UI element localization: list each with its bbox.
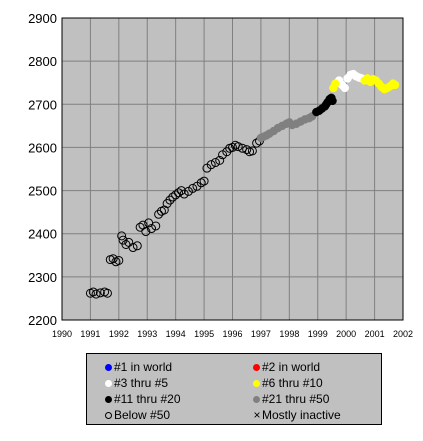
data-point-below50	[114, 255, 124, 265]
legend-item-inactive: × Mostly inactive	[253, 408, 341, 422]
legend-item-below50: Below #50	[105, 408, 170, 422]
y-tick-label: 2800	[28, 54, 57, 69]
data-point-below50	[91, 289, 101, 299]
data-point-below50	[174, 188, 184, 198]
legend: #1 in world #2 in world #3 thru #5 #6 th…	[86, 353, 382, 425]
legend-label: #3 thru #5	[114, 376, 169, 390]
hollow-circle-icon	[105, 412, 112, 419]
y-tick-label: 2400	[28, 227, 57, 242]
data-point-below50	[132, 241, 142, 251]
legend-label: #1 in world	[114, 360, 173, 374]
y-tick-label: 2600	[28, 140, 57, 155]
data-point-below50	[199, 176, 209, 186]
data-point-below50	[141, 227, 151, 237]
data-point-below50	[88, 287, 98, 297]
data-point-rank6_10	[331, 79, 340, 88]
data-point-rank3_5	[340, 83, 349, 93]
x-axis-ticks: 1990 1991 1992 1993 1994 1995 1996 1997 1998 1999…	[52, 329, 413, 339]
data-point-below50	[247, 146, 257, 156]
data-point-rank11_20	[328, 96, 337, 106]
data-point-below50	[151, 221, 161, 231]
data-point-rank6_10	[390, 80, 400, 90]
data-point-below50	[154, 209, 164, 219]
data-point-below50	[252, 138, 262, 148]
legend-item-rank3-5: #3 thru #5	[105, 376, 168, 390]
data-points	[85, 69, 400, 299]
legend-label: #21 thru #50	[262, 392, 330, 406]
grid-lines	[61, 17, 404, 321]
data-point-below50	[196, 178, 206, 188]
x-tick-label: 1996	[222, 329, 242, 339]
y-tick-label: 2700	[28, 97, 57, 112]
x-tick-label: 1995	[194, 329, 214, 339]
red-dot-icon	[253, 364, 260, 371]
plot-border	[61, 17, 404, 321]
legend-label: #6 thru #10	[262, 376, 323, 390]
legend-item-rank2: #2 in world	[253, 360, 320, 374]
x-tick-label: 1994	[166, 329, 186, 339]
y-tick-label: 2500	[28, 184, 57, 199]
x-tick-label: 1992	[109, 329, 129, 339]
data-point-below50	[237, 143, 247, 153]
white-dot-icon	[105, 380, 112, 387]
legend-item-rank11-20: #11 thru #20	[105, 392, 181, 406]
legend-item-rank6-10: #6 thru #10	[253, 376, 323, 390]
legend-label: Mostly inactive	[262, 408, 341, 422]
blue-dot-icon	[105, 364, 112, 371]
x-tick-label: 2002	[393, 329, 413, 339]
legend-item-rank1: #1 in world	[105, 360, 172, 374]
data-point-below50	[228, 142, 237, 152]
x-tick-label: 1999	[308, 329, 328, 339]
data-point-below50	[135, 222, 145, 232]
data-point-below50	[117, 231, 127, 241]
y-tick-label: 2200	[28, 313, 57, 328]
x-tick-label: 2000	[336, 329, 356, 339]
black-dot-icon	[105, 396, 112, 403]
data-point-below50	[95, 288, 105, 298]
data-point-below50	[102, 288, 112, 298]
x-tick-label: 1990	[52, 329, 72, 339]
legend-label: Below #50	[114, 408, 171, 422]
data-point-below50	[242, 145, 252, 155]
gray-dot-icon	[253, 396, 260, 403]
x-tick-label: 1991	[80, 329, 100, 339]
x-tick-label: 1997	[251, 329, 271, 339]
y-axis-ticks: 2200 2300 2400 2500 2600 2700 2800 2900	[28, 11, 57, 328]
data-point-below50	[233, 142, 243, 152]
x-tick-label: 1998	[279, 329, 299, 339]
legend-label: #2 in world	[262, 360, 321, 374]
legend-label: #11 thru #20	[114, 392, 181, 406]
data-point-below50	[168, 192, 178, 202]
data-point-below50	[165, 195, 175, 205]
data-point-below50	[188, 183, 198, 193]
data-point-below50	[108, 254, 118, 264]
y-tick-label: 2300	[28, 270, 57, 285]
yellow-dot-icon	[253, 380, 260, 387]
x-tick-label: 1993	[137, 329, 157, 339]
data-point-below50	[210, 158, 220, 168]
x-tick-label: 2001	[365, 329, 385, 339]
data-point-below50	[206, 160, 216, 170]
data-point-below50	[171, 190, 181, 200]
data-point-below50	[215, 155, 225, 165]
y-tick-label: 2900	[28, 11, 57, 26]
legend-item-rank21-50: #21 thru #50	[253, 392, 329, 406]
cross-icon: ×	[253, 408, 261, 422]
data-point-below50	[128, 243, 138, 253]
